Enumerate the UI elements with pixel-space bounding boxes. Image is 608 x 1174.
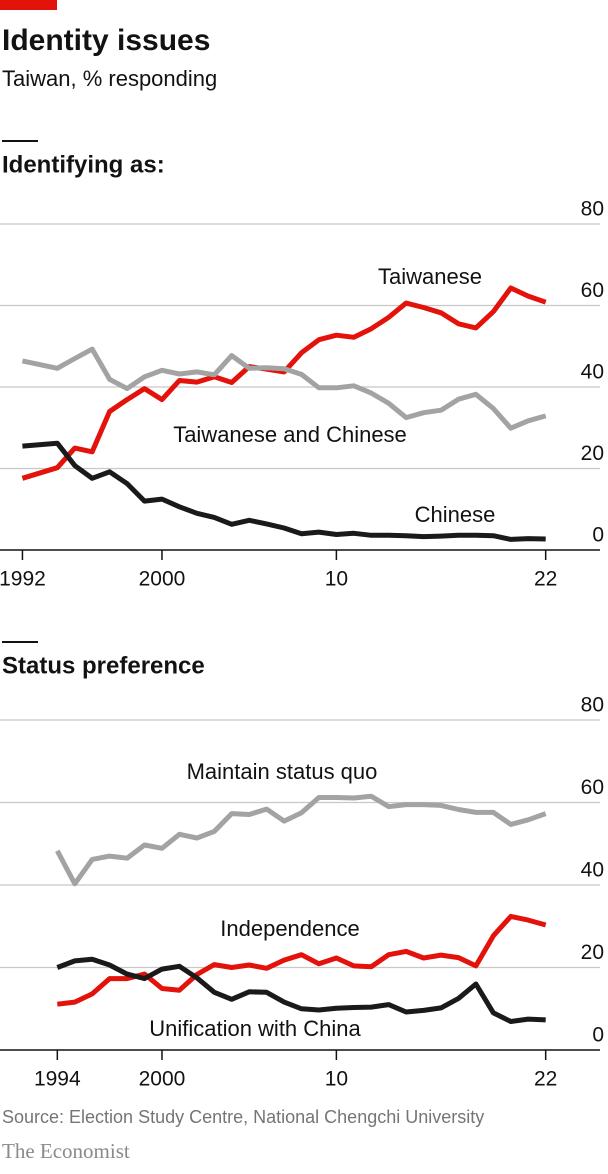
y-tick-label: 20 [581, 442, 604, 465]
section-rule [2, 641, 38, 643]
series-label: Chinese [415, 502, 496, 527]
section-rule [2, 140, 38, 142]
series-line [55, 793, 547, 887]
chart-title: Status preference [2, 652, 205, 679]
brand: The Economist [2, 1139, 130, 1163]
title: Identity issues [2, 24, 210, 57]
y-tick-label: 20 [581, 941, 604, 964]
y-tick-label: 60 [581, 776, 604, 799]
series-line [22, 440, 546, 542]
chart-title: Identifying as: [2, 151, 165, 178]
x-tick-label: 1994 [34, 1068, 81, 1091]
x-tick-label: 10 [325, 1068, 348, 1091]
x-tick-label: 1992 [0, 568, 46, 591]
x-tick-label: 10 [325, 568, 348, 591]
y-tick-label: 40 [581, 361, 604, 384]
series-label: Maintain status quo [187, 759, 378, 784]
x-tick-label: 22 [534, 568, 557, 591]
source: Source: Election Study Centre, National … [2, 1107, 484, 1127]
series-line [21, 285, 547, 481]
y-tick-label: 0 [592, 524, 604, 547]
series-line [21, 346, 547, 431]
series-label: Independence [220, 916, 359, 941]
x-tick-label: 2000 [139, 1068, 186, 1091]
brand-bar [0, 0, 57, 10]
series-label: Taiwanese and Chinese [173, 422, 407, 447]
y-tick-label: 80 [581, 198, 604, 221]
y-tick-label: 80 [581, 694, 604, 717]
y-tick-label: 60 [581, 279, 604, 302]
x-tick-label: 22 [534, 1068, 557, 1091]
x-tick-label: 2000 [139, 568, 186, 591]
y-tick-label: 0 [592, 1024, 604, 1047]
series-line [56, 956, 546, 1024]
series-label: Taiwanese [378, 264, 482, 289]
series-label: Unification with China [149, 1016, 361, 1041]
y-tick-label: 40 [581, 859, 604, 882]
subtitle: Taiwan, % responding [2, 66, 217, 91]
